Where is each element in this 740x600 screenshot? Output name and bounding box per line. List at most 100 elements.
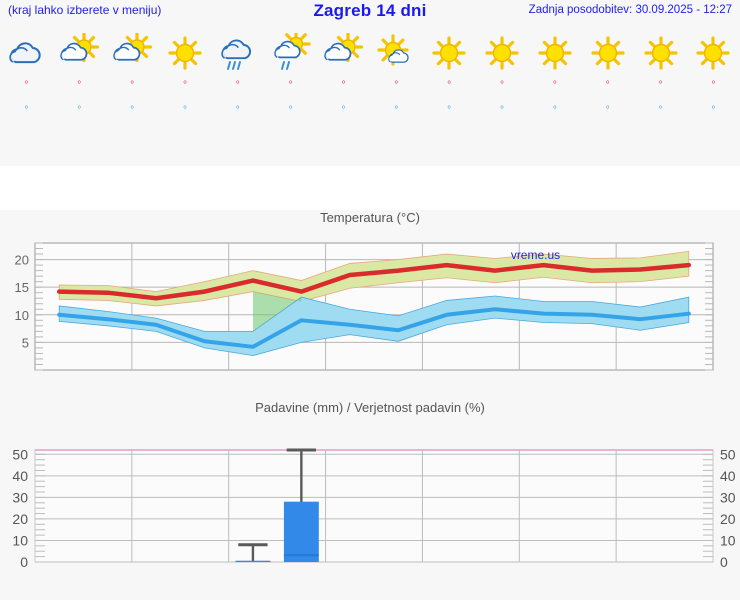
precipitation-probability [476, 578, 529, 598]
day-column[interactable]: ° ° [159, 30, 212, 166]
sunny-icon [479, 33, 525, 73]
temperature-max: ° [552, 80, 557, 91]
day-column[interactable]: ° ° [423, 30, 476, 166]
sunny-icon [532, 33, 578, 73]
day-column[interactable]: ° ° [211, 30, 264, 166]
precipitation-probability-row [0, 578, 740, 598]
day-column[interactable]: ° ° [581, 30, 634, 166]
page-title[interactable]: Zagreb 14 dni [313, 1, 427, 20]
precipitation-probability [106, 578, 159, 598]
precipitation-day-label [106, 418, 159, 438]
precipitation-day-label [159, 418, 212, 438]
svg-text:10: 10 [12, 532, 28, 548]
sunny-icon [690, 33, 736, 73]
partly-sunny-icon [109, 33, 155, 73]
svg-text:10: 10 [720, 532, 736, 548]
cloudy-icon [3, 33, 49, 73]
day-column[interactable]: ° ° [476, 30, 529, 166]
page-header: (kraj lahko izberete v meniju) Zagreb 14… [0, 0, 740, 22]
precipitation-day-label [476, 418, 529, 438]
temperature-min: ° [130, 104, 135, 116]
location-hint: (kraj lahko izberete v meniju) [8, 3, 162, 17]
temperature-max: ° [24, 80, 29, 91]
section-divider [0, 166, 740, 210]
sunny-icon [162, 33, 208, 73]
rain-cloudy-icon [215, 33, 261, 73]
precipitation-day-label [581, 418, 634, 438]
precipitation-day-label [687, 418, 740, 438]
temperature-max: ° [500, 80, 505, 91]
temperature-max: ° [341, 80, 346, 91]
sunny-icon [585, 33, 631, 73]
precipitation-probability [423, 578, 476, 598]
svg-text:5: 5 [22, 335, 29, 350]
sunny-icon [638, 33, 684, 73]
day-column[interactable]: ° ° [264, 30, 317, 166]
precipitation-probability [159, 578, 212, 598]
precipitation-day-label [370, 418, 423, 438]
day-column[interactable]: ° ° [317, 30, 370, 166]
svg-text:40: 40 [12, 468, 28, 484]
day-column[interactable]: ° ° [0, 30, 53, 166]
day-column[interactable]: ° ° [687, 30, 740, 166]
day-column[interactable]: ° ° [53, 30, 106, 166]
temperature-max: ° [130, 80, 135, 91]
precipitation-day-label [264, 418, 317, 438]
precipitation-probability [687, 578, 740, 598]
svg-text:15: 15 [15, 280, 29, 295]
temperature-min: ° [394, 104, 399, 116]
svg-text:40: 40 [720, 468, 736, 484]
precipitation-day-label [317, 418, 370, 438]
temperature-chart: Temperatura (°C) 5 10 15 20 vreme.us [0, 210, 740, 400]
precipitation-probability [634, 578, 687, 598]
svg-text:20: 20 [15, 253, 29, 268]
temperature-max: ° [394, 80, 399, 91]
precipitation-day-label [423, 418, 476, 438]
temperature-max: ° [235, 80, 240, 91]
partly-sunny-icon [56, 33, 102, 73]
temperature-max: ° [447, 80, 452, 91]
partly-sunny-icon [320, 33, 366, 73]
precipitation-day-labels [0, 418, 740, 438]
sunny-icon [426, 33, 472, 73]
temperature-min: ° [235, 104, 240, 116]
temperature-max: ° [711, 80, 716, 91]
day-column[interactable]: ° ° [528, 30, 581, 166]
precipitation-day-label [634, 418, 687, 438]
partly-sunny-rain-icon [268, 33, 314, 73]
svg-text:0: 0 [20, 554, 28, 570]
day-column[interactable]: ° ° [370, 30, 423, 166]
svg-text:30: 30 [720, 489, 736, 505]
precipitation-probability [370, 578, 423, 598]
temperature-min: ° [77, 104, 82, 116]
precipitation-day-label [528, 418, 581, 438]
precipitation-day-label [211, 418, 264, 438]
day-column[interactable]: ° ° [634, 30, 687, 166]
day-column[interactable]: ° ° [106, 30, 159, 166]
mostly-sunny-icon [373, 33, 419, 73]
svg-text:0: 0 [720, 554, 728, 570]
precipitation-chart: Padavine (mm) / Verjetnost padavin (%) 0… [0, 400, 740, 600]
svg-text:10: 10 [15, 308, 29, 323]
temperature-min: ° [711, 104, 716, 116]
svg-text:50: 50 [720, 446, 736, 462]
precipitation-probability [53, 578, 106, 598]
temperature-min: ° [288, 104, 293, 116]
svg-text:20: 20 [12, 511, 28, 527]
temperature-min: ° [500, 104, 505, 116]
svg-text:20: 20 [720, 511, 736, 527]
temperature-min: ° [341, 104, 346, 116]
temperature-min: ° [605, 104, 610, 116]
temperature-max: ° [182, 80, 187, 91]
precipitation-probability [264, 578, 317, 598]
temperature-min: ° [182, 104, 187, 116]
temperature-min: ° [447, 104, 452, 116]
precipitation-chart-title: Padavine (mm) / Verjetnost padavin (%) [255, 400, 485, 415]
svg-text:50: 50 [12, 446, 28, 462]
precipitation-probability [211, 578, 264, 598]
precipitation-plot: 0 0 10 10 20 20 30 30 40 40 50 50 [12, 446, 736, 570]
temperature-chart-title: Temperatura (°C) [320, 210, 420, 225]
temperature-plot: 5 10 15 20 vreme.us [15, 242, 714, 371]
precipitation-probability [0, 578, 53, 598]
svg-text:30: 30 [12, 489, 28, 505]
